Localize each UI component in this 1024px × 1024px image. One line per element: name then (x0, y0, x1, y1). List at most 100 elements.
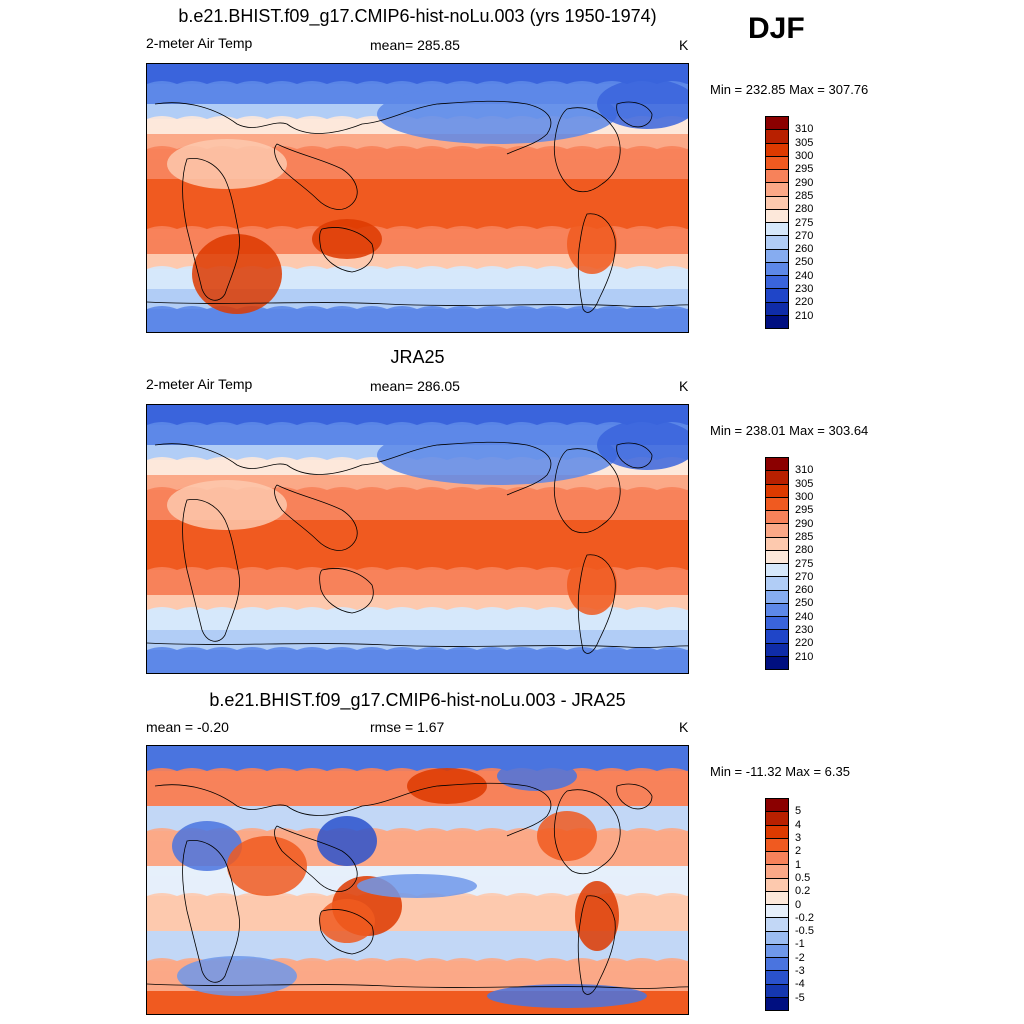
colorbar-tick-label: 0.5 (795, 871, 811, 884)
panel-2-title: JRA25 (390, 347, 445, 367)
colorbar-tick-label: 260 (795, 584, 814, 597)
colorbar-swatch (766, 891, 788, 905)
panel-3-mean-label: mean = -0.20 (146, 719, 229, 735)
colorbar-swatch (766, 799, 788, 813)
colorbar-swatch (766, 524, 788, 538)
map-color-band-edge (147, 806, 688, 816)
colorbar-swatch (766, 130, 788, 144)
colorbar-swatch (766, 852, 788, 866)
colorbar-swatch (766, 643, 788, 657)
colorbar-tick-label: 280 (795, 544, 814, 557)
coastline (154, 100, 552, 155)
coastline (182, 157, 240, 301)
coastline (154, 782, 552, 837)
map-color-band-edge (147, 931, 688, 941)
panel-1-minmax: Min = 232.85 Max = 307.76 (710, 82, 869, 97)
colorbar-tick-label: 230 (795, 624, 814, 637)
colorbar-swatch (766, 196, 788, 210)
coastline (274, 825, 358, 892)
panel-1-colorbar (765, 116, 789, 329)
colorbar-tick-label: 1 (795, 858, 802, 871)
colorbar-tick-label: 250 (795, 256, 814, 269)
coastline (274, 143, 358, 210)
colorbar-swatch (766, 249, 788, 263)
coastline (147, 983, 688, 989)
colorbar-swatch (766, 931, 788, 945)
colorbar-swatch (766, 865, 788, 879)
map-color-band-edge (147, 607, 688, 620)
colorbar-swatch (766, 209, 788, 223)
colorbar-tick-label: 0 (795, 898, 802, 911)
coastline (319, 568, 374, 614)
colorbar-tick-label: -0.5 (795, 925, 814, 938)
colorbar-swatch (766, 838, 788, 852)
map-color-band-edge (147, 306, 688, 319)
colorbar-swatch (766, 905, 788, 919)
coastline (319, 909, 374, 955)
map-color-band-edge (147, 893, 688, 906)
map-color-band-edge (147, 475, 688, 485)
colorbar-tick-label: 210 (795, 650, 814, 663)
colorbar-tick-label: 220 (795, 296, 814, 309)
colorbar-tick-label: -1 (795, 938, 805, 951)
map-color-band-edge (147, 630, 688, 640)
colorbar-swatch (766, 471, 788, 485)
colorbar-swatch (766, 302, 788, 316)
panel-2-colorbar (765, 457, 789, 670)
map-field-anomaly (497, 761, 577, 791)
colorbar-swatch (766, 590, 788, 604)
colorbar-tick-label: 285 (795, 530, 814, 543)
map-color-band-edge (147, 266, 688, 279)
colorbar-tick-label: 220 (795, 637, 814, 650)
panel-2-variable-label: 2-meter Air Temp (146, 376, 253, 392)
colorbar-swatch (766, 656, 788, 669)
panel-1-map (146, 63, 689, 333)
map-field-anomaly (407, 768, 487, 804)
colorbar-swatch (766, 812, 788, 826)
panel-3-colorbar (765, 798, 789, 1011)
colorbar-swatch (766, 289, 788, 303)
panel-2-map-graphic (147, 405, 688, 673)
map-color-band-edge (147, 134, 688, 144)
colorbar-tick-label: 275 (795, 216, 814, 229)
coastline (154, 441, 552, 496)
panel-3-minmax: Min = -11.32 Max = 6.35 (710, 764, 850, 779)
panel-2-map (146, 404, 689, 674)
panel-2-colorbar-labels: 310 305 300 295 290 285 280 275 270 260 250 240 230 2… (795, 457, 855, 670)
map-color-band (147, 405, 688, 425)
colorbar-tick-label: 295 (795, 163, 814, 176)
coastline (319, 227, 374, 273)
map-field-anomaly (377, 425, 617, 485)
colorbar-swatch (766, 223, 788, 237)
colorbar-tick-label: 240 (795, 610, 814, 623)
colorbar-tick-label: 310 (795, 123, 814, 136)
map-color-band-edge (147, 595, 688, 605)
colorbar-swatch (766, 262, 788, 276)
colorbar-tick-label: 290 (795, 517, 814, 530)
colorbar-tick-label: 4 (795, 818, 802, 831)
coastline (553, 789, 621, 875)
colorbar-tick-label: 240 (795, 269, 814, 282)
colorbar-swatch (766, 918, 788, 932)
colorbar-swatch (766, 944, 788, 958)
colorbar-swatch (766, 537, 788, 551)
colorbar-tick-label: 285 (795, 189, 814, 202)
map-field-anomaly (192, 234, 282, 314)
colorbar-tick-label: 300 (795, 490, 814, 503)
map-field-anomaly (567, 555, 617, 615)
colorbar-tick-label: 305 (795, 136, 814, 149)
colorbar-tick-label: 3 (795, 831, 802, 844)
colorbar-swatch (766, 617, 788, 631)
coastline (182, 498, 240, 642)
map-field-anomaly (487, 984, 647, 1008)
colorbar-swatch (766, 170, 788, 184)
colorbar-swatch (766, 630, 788, 644)
map-color-band (147, 64, 688, 84)
panel-2-minmax: Min = 238.01 Max = 303.64 (710, 423, 869, 438)
colorbar-tick-label: 295 (795, 504, 814, 517)
panel-3-map (146, 745, 689, 1015)
map-color-band-edge (147, 567, 688, 580)
coastline (553, 448, 621, 534)
colorbar-swatch (766, 971, 788, 985)
coastline (616, 783, 653, 810)
